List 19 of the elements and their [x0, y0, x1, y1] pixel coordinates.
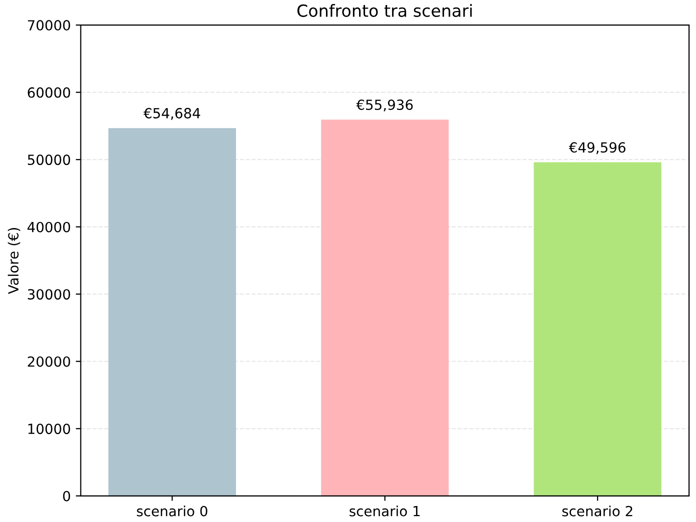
- y-tick-label: 50000: [28, 154, 70, 166]
- x-tick-label: scenario 1: [350, 506, 420, 516]
- bar: [321, 120, 449, 496]
- data-label: €49,596: [568, 142, 626, 154]
- y-tick-label: 20000: [28, 356, 70, 367]
- x-tick-label: scenario 0: [136, 506, 208, 516]
- y-tick-label: 0: [63, 490, 70, 502]
- y-tick-label: 40000: [28, 222, 70, 232]
- data-label: €54,684: [143, 108, 200, 120]
- y-tick-label: 30000: [28, 289, 70, 300]
- y-tick-label: 70000: [28, 20, 70, 31]
- bar: [534, 162, 662, 496]
- y-tick-label: 60000: [28, 87, 70, 98]
- y-tick-label: 10000: [28, 424, 70, 434]
- bar: [108, 128, 236, 496]
- data-label: €55,936: [356, 100, 413, 112]
- chart-title: Confronto tra scenari: [297, 4, 472, 17]
- x-tick-label: scenario 2: [562, 506, 632, 516]
- y-axis-title: Valore (€): [8, 228, 20, 294]
